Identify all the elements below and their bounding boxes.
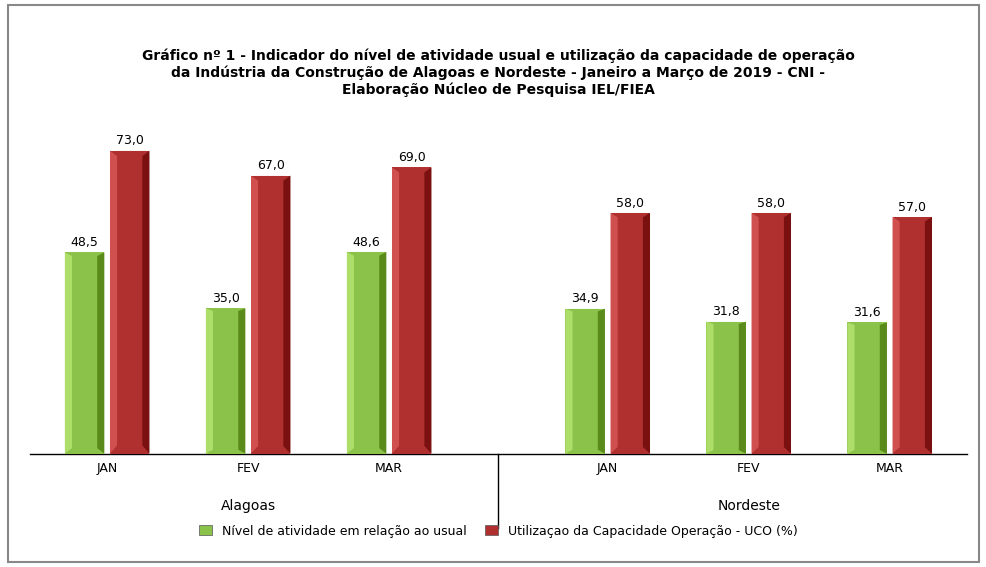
Polygon shape bbox=[65, 252, 72, 454]
Bar bbox=[706, 321, 745, 454]
Bar bbox=[65, 252, 105, 454]
Bar bbox=[250, 176, 290, 454]
Bar bbox=[750, 213, 790, 454]
Polygon shape bbox=[565, 309, 572, 454]
Text: 57,0: 57,0 bbox=[897, 201, 925, 214]
Polygon shape bbox=[142, 151, 149, 454]
Polygon shape bbox=[706, 321, 713, 454]
Text: 73,0: 73,0 bbox=[115, 134, 144, 147]
Bar bbox=[610, 213, 650, 454]
Title: Gráfico nº 1 - Indicador do nível de atividade usual e utilização da capacidade : Gráfico nº 1 - Indicador do nível de ati… bbox=[142, 49, 854, 97]
Polygon shape bbox=[783, 213, 790, 454]
Polygon shape bbox=[424, 167, 431, 454]
Polygon shape bbox=[739, 321, 745, 454]
Polygon shape bbox=[206, 308, 213, 454]
Polygon shape bbox=[891, 217, 898, 454]
Text: 67,0: 67,0 bbox=[256, 159, 284, 172]
Text: 31,6: 31,6 bbox=[853, 306, 880, 319]
Text: 34,9: 34,9 bbox=[571, 293, 599, 306]
Legend: Nível de atividade em relação ao usual, Utilizaçao da Capacidade Operação - UCO : Nível de atividade em relação ao usual, … bbox=[194, 519, 802, 543]
Bar bbox=[391, 167, 431, 454]
Text: 48,5: 48,5 bbox=[71, 236, 99, 249]
Polygon shape bbox=[250, 176, 257, 454]
Text: 31,8: 31,8 bbox=[712, 306, 740, 318]
Text: 58,0: 58,0 bbox=[756, 197, 785, 210]
Bar bbox=[206, 308, 246, 454]
Polygon shape bbox=[379, 252, 386, 454]
Polygon shape bbox=[750, 213, 758, 454]
Bar bbox=[891, 217, 931, 454]
Bar bbox=[109, 151, 149, 454]
Bar bbox=[847, 323, 886, 454]
Polygon shape bbox=[109, 151, 117, 454]
Bar bbox=[565, 309, 604, 454]
Text: 48,6: 48,6 bbox=[352, 236, 380, 249]
Bar bbox=[346, 252, 386, 454]
Polygon shape bbox=[98, 252, 105, 454]
Text: Nordeste: Nordeste bbox=[717, 499, 779, 513]
Polygon shape bbox=[283, 176, 290, 454]
Polygon shape bbox=[847, 323, 854, 454]
Polygon shape bbox=[238, 308, 246, 454]
Polygon shape bbox=[391, 167, 398, 454]
Polygon shape bbox=[346, 252, 354, 454]
Text: 35,0: 35,0 bbox=[211, 292, 240, 305]
Polygon shape bbox=[598, 309, 604, 454]
Text: Alagoas: Alagoas bbox=[221, 499, 275, 513]
Polygon shape bbox=[610, 213, 617, 454]
Polygon shape bbox=[642, 213, 650, 454]
Text: 69,0: 69,0 bbox=[397, 151, 425, 164]
Polygon shape bbox=[879, 323, 886, 454]
Text: 58,0: 58,0 bbox=[615, 197, 644, 210]
Polygon shape bbox=[924, 217, 931, 454]
